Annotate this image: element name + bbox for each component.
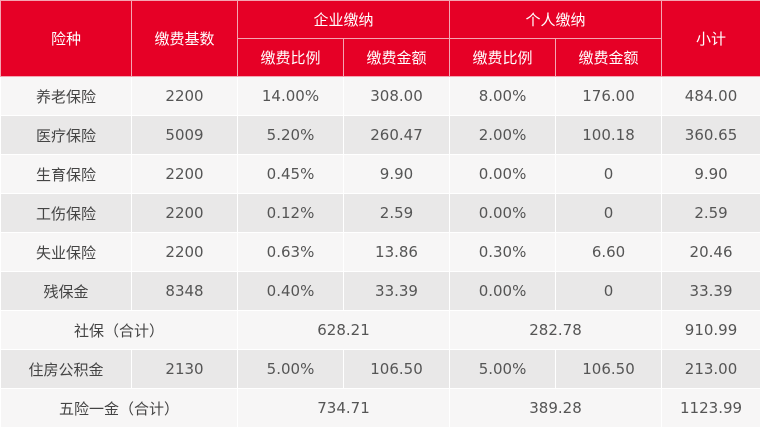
row-type: 住房公积金 — [1, 350, 132, 389]
row-type: 工伤保险 — [1, 194, 132, 233]
grand-total-subtotal: 1123.99 — [662, 389, 760, 428]
row-company-amount: 106.50 — [344, 350, 450, 389]
row-company-rate: 5.00% — [238, 350, 344, 389]
social-total-label: 社保（合计） — [1, 311, 238, 350]
row-personal-rate: 0.00% — [450, 194, 556, 233]
table-row: 失业保险 2200 0.63% 13.86 0.30% 6.60 20.46 — [1, 233, 760, 272]
header-base: 缴费基数 — [132, 1, 238, 77]
header-personal-rate: 缴费比例 — [450, 39, 556, 77]
table-row: 残保金 8348 0.40% 33.39 0.00% 0 33.39 — [1, 272, 760, 311]
row-personal-rate: 2.00% — [450, 116, 556, 155]
row-company-rate: 0.40% — [238, 272, 344, 311]
grand-total-row: 五险一金（合计） 734.71 389.28 1123.99 — [1, 389, 760, 428]
grand-total-personal: 389.28 — [450, 389, 662, 428]
row-company-rate: 5.20% — [238, 116, 344, 155]
row-type: 养老保险 — [1, 77, 132, 116]
social-total-subtotal: 910.99 — [662, 311, 760, 350]
row-base: 2200 — [132, 155, 238, 194]
table-row: 医疗保险 5009 5.20% 260.47 2.00% 100.18 360.… — [1, 116, 760, 155]
header-company-rate: 缴费比例 — [238, 39, 344, 77]
row-type: 生育保险 — [1, 155, 132, 194]
row-type: 残保金 — [1, 272, 132, 311]
row-company-rate: 14.00% — [238, 77, 344, 116]
header-subtotal: 小计 — [662, 1, 760, 77]
row-type: 失业保险 — [1, 233, 132, 272]
row-subtotal: 9.90 — [662, 155, 760, 194]
header-company: 企业缴纳 — [238, 1, 450, 39]
row-base: 5009 — [132, 116, 238, 155]
row-personal-amount: 176.00 — [556, 77, 662, 116]
housing-fund-row: 住房公积金 2130 5.00% 106.50 5.00% 106.50 213… — [1, 350, 760, 389]
row-company-amount: 260.47 — [344, 116, 450, 155]
row-company-amount: 33.39 — [344, 272, 450, 311]
row-base: 2200 — [132, 77, 238, 116]
row-subtotal: 484.00 — [662, 77, 760, 116]
row-personal-amount: 100.18 — [556, 116, 662, 155]
header-type: 险种 — [1, 1, 132, 77]
row-personal-rate: 0.00% — [450, 272, 556, 311]
row-company-amount: 9.90 — [344, 155, 450, 194]
grand-total-label: 五险一金（合计） — [1, 389, 238, 428]
table-row: 生育保险 2200 0.45% 9.90 0.00% 0 9.90 — [1, 155, 760, 194]
social-total-company: 628.21 — [238, 311, 450, 350]
row-type: 医疗保险 — [1, 116, 132, 155]
header-personal-amount: 缴费金额 — [556, 39, 662, 77]
row-personal-amount: 106.50 — [556, 350, 662, 389]
social-total-personal: 282.78 — [450, 311, 662, 350]
row-subtotal: 20.46 — [662, 233, 760, 272]
row-company-rate: 0.45% — [238, 155, 344, 194]
row-subtotal: 360.65 — [662, 116, 760, 155]
row-personal-amount: 0 — [556, 272, 662, 311]
header-personal: 个人缴纳 — [450, 1, 662, 39]
row-company-amount: 308.00 — [344, 77, 450, 116]
table-row: 养老保险 2200 14.00% 308.00 8.00% 176.00 484… — [1, 77, 760, 116]
row-personal-rate: 8.00% — [450, 77, 556, 116]
social-total-row: 社保（合计） 628.21 282.78 910.99 — [1, 311, 760, 350]
table-row: 工伤保险 2200 0.12% 2.59 0.00% 0 2.59 — [1, 194, 760, 233]
row-base: 8348 — [132, 272, 238, 311]
row-personal-amount: 0 — [556, 155, 662, 194]
row-personal-amount: 6.60 — [556, 233, 662, 272]
row-personal-rate: 0.30% — [450, 233, 556, 272]
row-base: 2130 — [132, 350, 238, 389]
row-company-rate: 0.63% — [238, 233, 344, 272]
row-personal-rate: 0.00% — [450, 155, 556, 194]
row-company-amount: 2.59 — [344, 194, 450, 233]
row-base: 2200 — [132, 233, 238, 272]
row-subtotal: 33.39 — [662, 272, 760, 311]
row-subtotal: 2.59 — [662, 194, 760, 233]
row-subtotal: 213.00 — [662, 350, 760, 389]
row-company-amount: 13.86 — [344, 233, 450, 272]
header-company-amount: 缴费金额 — [344, 39, 450, 77]
row-personal-amount: 0 — [556, 194, 662, 233]
row-base: 2200 — [132, 194, 238, 233]
row-personal-rate: 5.00% — [450, 350, 556, 389]
row-company-rate: 0.12% — [238, 194, 344, 233]
grand-total-company: 734.71 — [238, 389, 450, 428]
header-row-1: 险种 缴费基数 企业缴纳 个人缴纳 小计 — [1, 1, 760, 39]
